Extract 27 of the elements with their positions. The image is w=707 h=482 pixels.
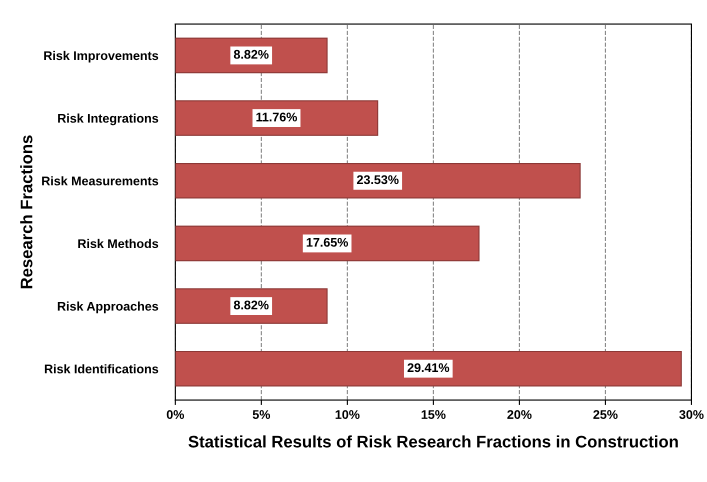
- y-tick-label: Risk Methods: [78, 238, 158, 248]
- data-label: 17.65%: [306, 238, 348, 247]
- x-tick-label: 5%: [252, 410, 270, 419]
- bar: [175, 38, 328, 74]
- bar: [175, 162, 581, 199]
- x-tick-label: 10%: [336, 410, 360, 419]
- data-label: 11.76%: [256, 112, 298, 122]
- bar: [175, 226, 480, 262]
- data-label: 29.41%: [408, 363, 450, 372]
- y-axis-title: Research Fractions: [20, 135, 32, 288]
- y-tick-label: Risk Integrations: [58, 114, 158, 126]
- data-label: 8.82%: [234, 50, 269, 59]
- bar: [175, 100, 378, 136]
- y-tick-label: Risk Approaches: [58, 302, 158, 314]
- y-tick-label: Risk Identifications: [44, 364, 158, 374]
- y-tick-label: Risk Improvements: [44, 50, 158, 63]
- data-label: 23.53%: [356, 175, 399, 184]
- y-tick-label: Risk Measurements: [42, 176, 158, 186]
- x-axis-title: Statistical Results of Risk Research Fractions in Construction: [188, 435, 678, 448]
- x-tick-label: 25%: [593, 410, 618, 419]
- x-tick-label: 20%: [507, 410, 532, 419]
- bar: [175, 350, 682, 387]
- data-label: 8.82%: [234, 300, 269, 310]
- x-tick-label: 15%: [422, 410, 446, 419]
- x-tick-label: 30%: [679, 410, 704, 419]
- x-tick-label: 0%: [166, 410, 184, 419]
- bar: [175, 288, 328, 324]
